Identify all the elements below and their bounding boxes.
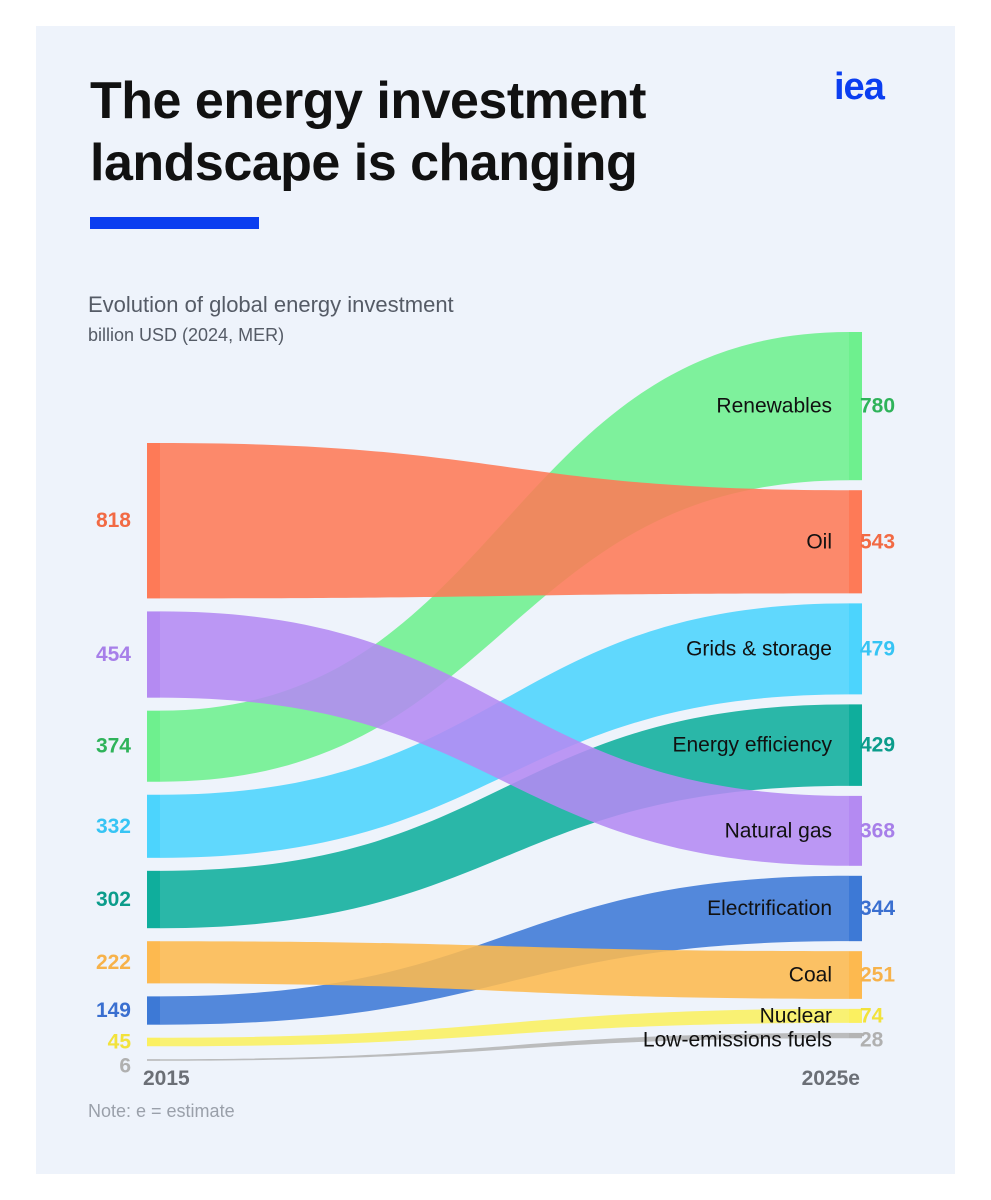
- bar-2025-renewables: [849, 332, 862, 481]
- bar-2025-energy-efficiency: [849, 704, 862, 786]
- title-accent-bar: [90, 217, 259, 229]
- value-2015-renewables: 374: [96, 735, 131, 758]
- flow-coal: [160, 941, 849, 999]
- category-label-renewables: Renewables: [716, 395, 832, 418]
- bar-2015-energy-efficiency: [147, 870, 160, 929]
- bar-2025-nuclear: [849, 1008, 862, 1023]
- bar-2015-oil: [147, 443, 160, 599]
- value-2015-nuclear: 45: [108, 1030, 132, 1053]
- bar-2025-oil: [849, 490, 862, 594]
- chart-subtitle: Evolution of global energy investment: [88, 292, 454, 317]
- value-2025-oil: 543: [860, 530, 895, 553]
- bar-2015-electrification: [147, 996, 160, 1025]
- value-2025-energy-efficiency: 429: [860, 734, 895, 757]
- category-label-grids-and-storage: Grids & storage: [686, 637, 832, 660]
- bars-layer: [147, 332, 862, 1061]
- category-label-electrification: Electrification: [707, 897, 832, 920]
- value-2025-renewables: 780: [860, 395, 895, 418]
- value-2025-natural-gas: 368: [860, 819, 895, 842]
- value-2025-low-emissions-fuels: 28: [860, 1028, 884, 1051]
- bar-2025-low-emissions-fuels: [849, 1032, 862, 1039]
- category-label-natural-gas: Natural gas: [725, 819, 832, 842]
- chart-unit: billion USD (2024, MER): [88, 325, 285, 345]
- category-label-oil: Oil: [806, 530, 832, 553]
- x-label-2015: 2015: [143, 1067, 190, 1090]
- value-2015-natural-gas: 454: [96, 643, 131, 666]
- page-title: The energy investment landscape is chang…: [90, 72, 646, 192]
- bar-2015-grids-and-storage: [147, 794, 160, 858]
- bar-2015-natural-gas: [147, 611, 160, 698]
- value-2025-nuclear: 74: [860, 1004, 884, 1027]
- bar-2025-coal: [849, 951, 862, 999]
- bar-2015-low-emissions-fuels: [147, 1059, 160, 1061]
- bar-2025-natural-gas: [849, 795, 862, 866]
- bar-2025-electrification: [849, 875, 862, 942]
- value-2015-grids-and-storage: 332: [96, 815, 131, 838]
- flow-nuclear: [160, 1008, 849, 1047]
- flow-energy-efficiency: [160, 704, 849, 929]
- flow-oil: [160, 443, 849, 599]
- flow-low-emissions-fuels: [160, 1032, 849, 1061]
- x-label-2025e: 2025e: [802, 1067, 860, 1090]
- flows-layer: [160, 332, 849, 1061]
- value-2015-electrification: 149: [96, 999, 131, 1022]
- footnote: Note: e = estimate: [88, 1101, 235, 1121]
- category-label-coal: Coal: [789, 964, 832, 987]
- category-label-low-emissions-fuels: Low-emissions fuels: [643, 1028, 832, 1051]
- iea-logo: iea: [834, 66, 885, 108]
- value-2015-energy-efficiency: 302: [96, 888, 131, 911]
- value-2025-electrification: 344: [860, 897, 895, 920]
- flow-natural-gas: [160, 611, 849, 866]
- bar-2025-grids-and-storage: [849, 603, 862, 695]
- value-2025-grids-and-storage: 479: [860, 637, 895, 660]
- category-label-energy-efficiency: Energy efficiency: [672, 734, 832, 757]
- value-2015-oil: 818: [96, 509, 131, 532]
- value-2015-coal: 222: [96, 951, 131, 974]
- bar-2015-renewables: [147, 710, 160, 782]
- category-label-nuclear: Nuclear: [760, 1004, 832, 1027]
- bar-2015-coal: [147, 941, 160, 984]
- bar-2015-nuclear: [147, 1037, 160, 1047]
- labels-layer: 818 454 374 332 302 222 149 456 Renewables 780 Oil…: [96, 395, 895, 1090]
- value-2025-coal: 251: [860, 964, 895, 987]
- value-2015-low-emissions-fuels: 6: [119, 1054, 131, 1077]
